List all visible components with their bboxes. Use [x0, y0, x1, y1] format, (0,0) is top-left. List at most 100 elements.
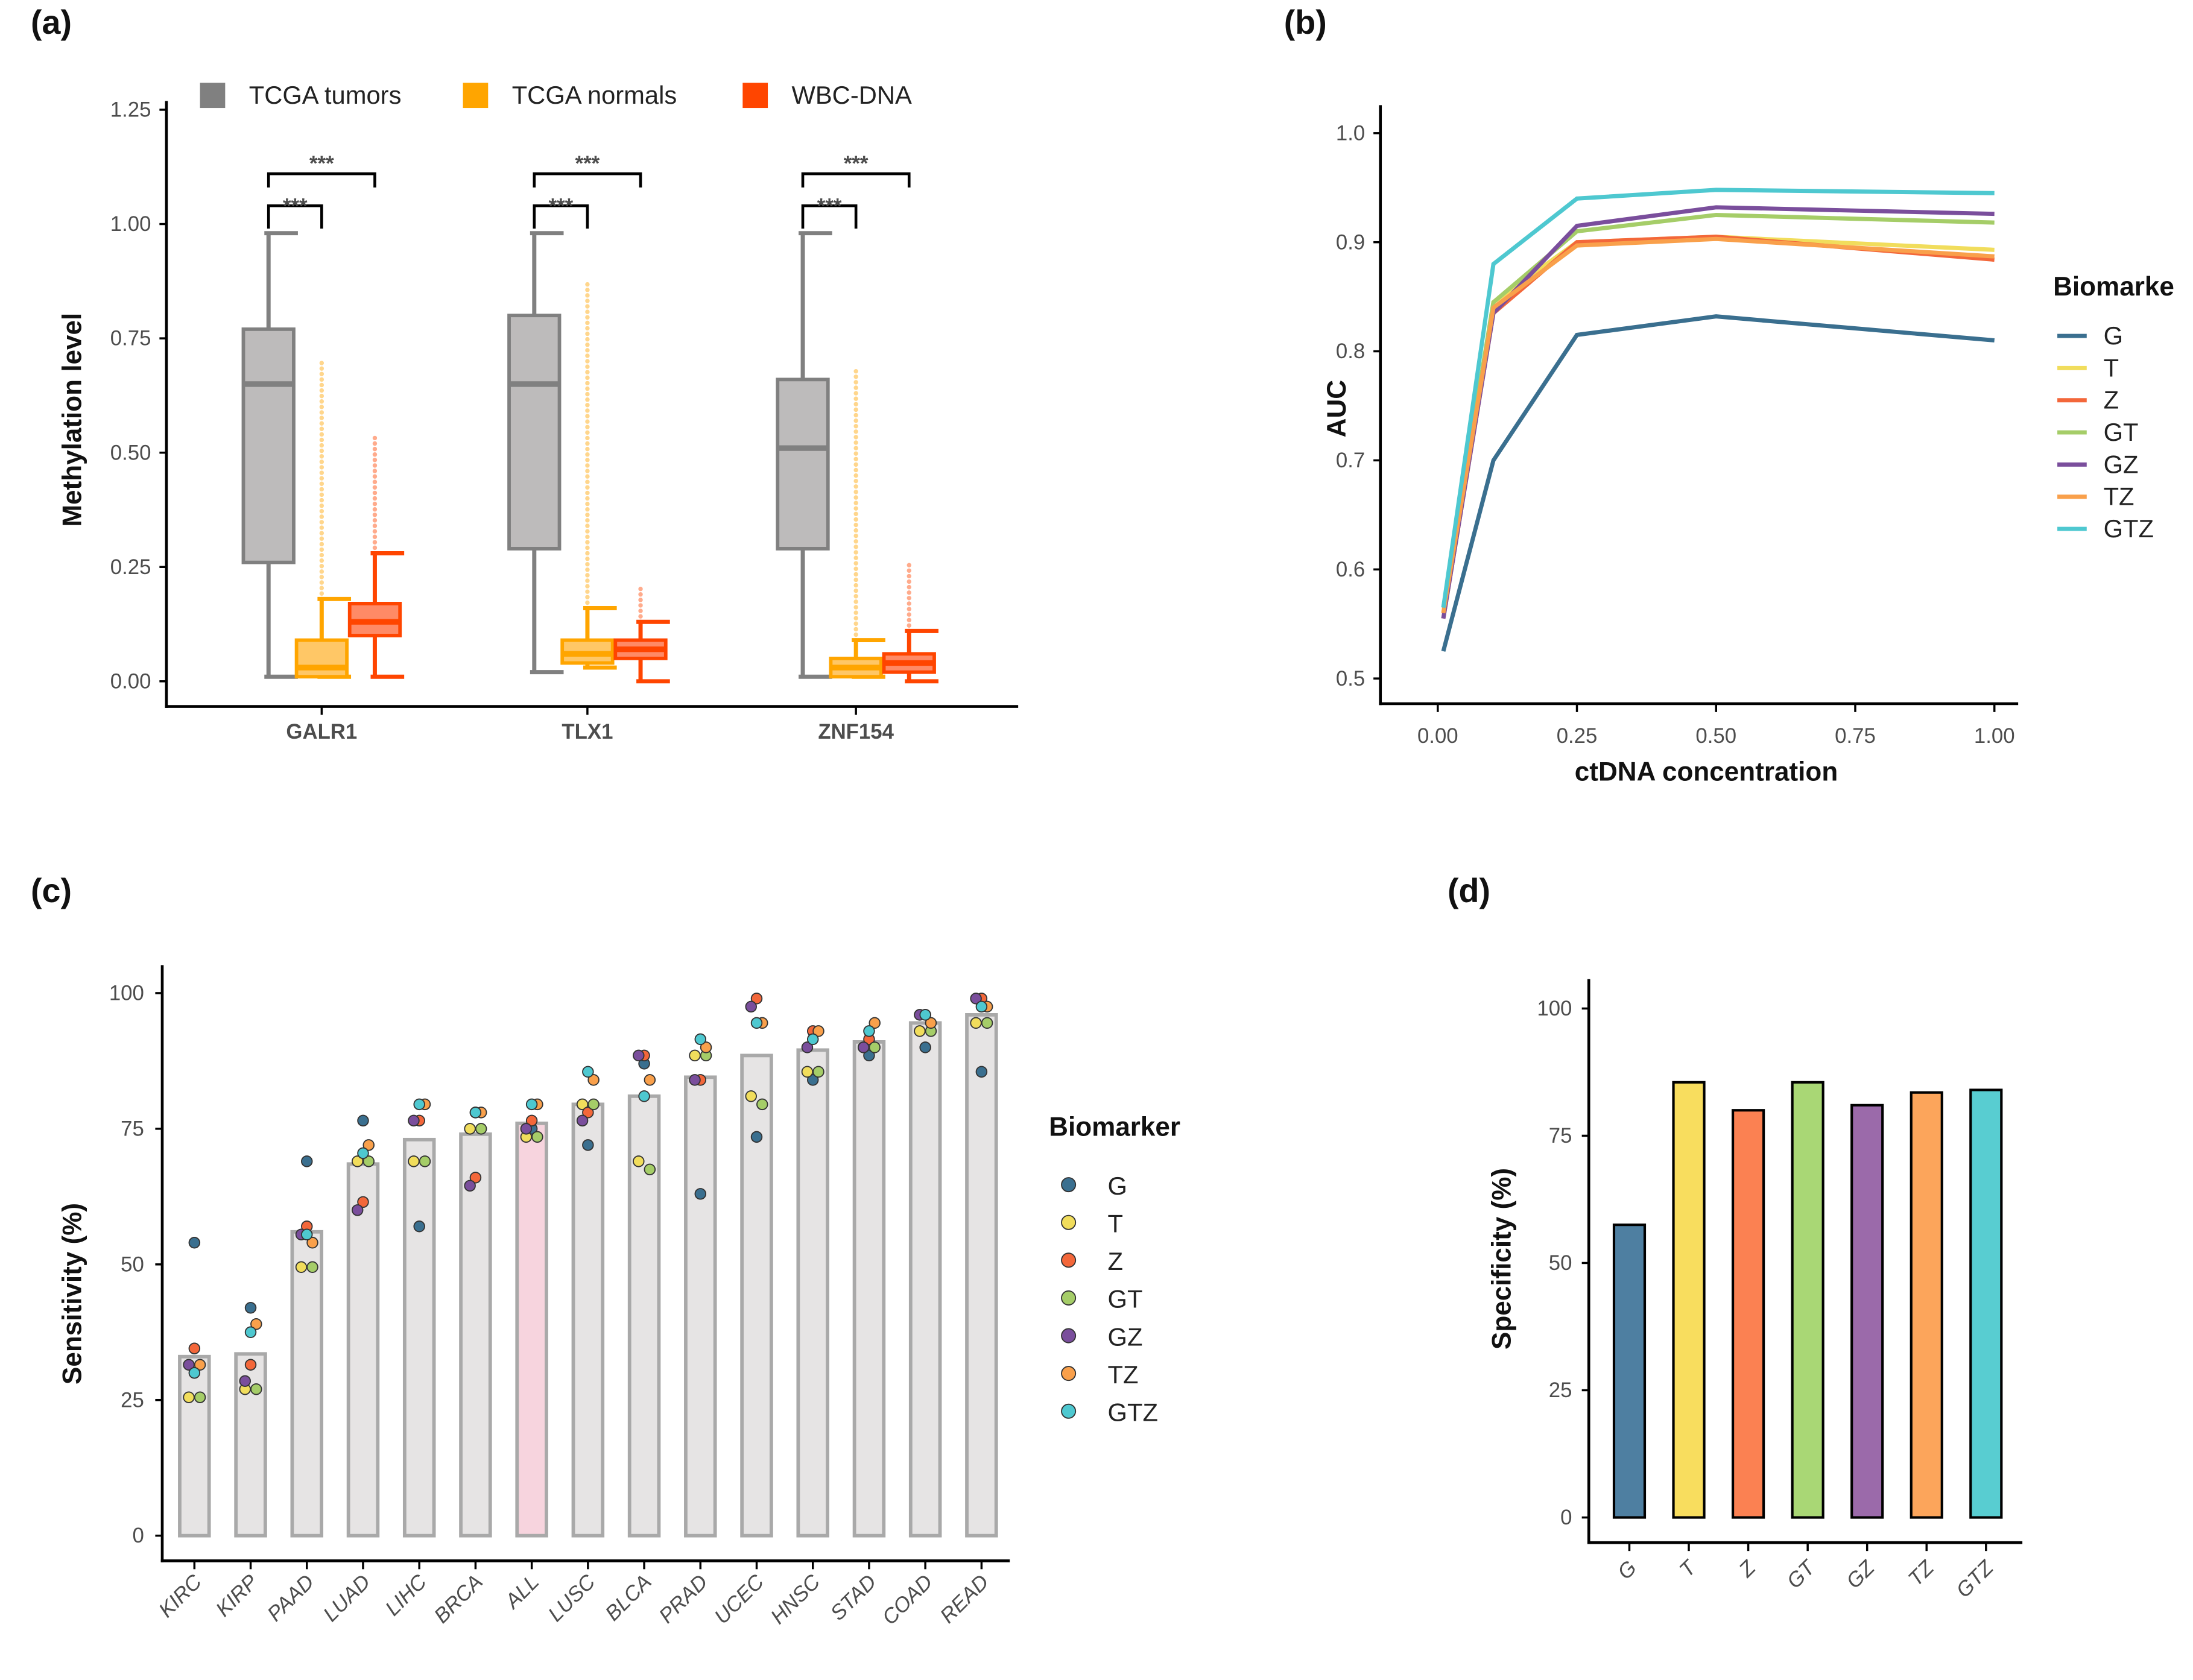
point-GZ [351, 1204, 364, 1216]
bar-UCEC [740, 1053, 773, 1538]
bar-PRAD [684, 1075, 717, 1538]
series-line-T [1441, 235, 1995, 614]
point-GTZ [582, 1066, 594, 1078]
point-GTZ [188, 1366, 201, 1379]
outlier-point [853, 467, 858, 473]
series-line-G [1441, 314, 1995, 652]
outlier-point [585, 496, 590, 501]
outlier-point [585, 595, 590, 599]
outlier-point [585, 315, 590, 320]
point-G [357, 1114, 369, 1127]
outlier-point [853, 446, 858, 450]
legend-swatch [463, 83, 489, 109]
point-T [745, 1090, 757, 1102]
x-tick-label: ZNF154 [818, 721, 894, 744]
y-tick-label: 100 [109, 982, 144, 1005]
point-T [351, 1155, 364, 1167]
outlier-point [853, 572, 858, 577]
outlier-point [372, 490, 378, 496]
significance-stars: *** [309, 153, 334, 175]
box [507, 314, 562, 551]
outlier-point [319, 454, 324, 459]
outlier-point [319, 371, 324, 376]
x-tick-label: 0.50 [1695, 725, 1736, 748]
outlier-point [372, 507, 378, 512]
outlier-point [853, 501, 858, 505]
box [241, 327, 296, 564]
outlier-point [585, 408, 590, 413]
x-tick-label: LUSC [544, 1570, 600, 1626]
outlier-point [853, 511, 858, 516]
outlier-point [319, 421, 324, 426]
outlier-point [853, 583, 858, 588]
point-Z [750, 993, 763, 1005]
point-GTZ [806, 1033, 819, 1046]
outlier-point [585, 370, 590, 374]
outlier-point [853, 528, 858, 533]
outlier-point [319, 432, 324, 437]
y-tick-label: 0.8 [1336, 340, 1365, 363]
outlier-point [319, 382, 324, 388]
outlier-point [372, 496, 378, 501]
x-tick-label: GTZ [1952, 1556, 1998, 1602]
x-tick-label: 0.25 [1557, 725, 1598, 748]
point-GT [194, 1391, 206, 1403]
outlier-point [585, 567, 590, 572]
x-tick-label: 0.75 [1835, 725, 1876, 748]
x-tick-label: KIRC [154, 1570, 206, 1622]
outlier-point [853, 478, 858, 484]
outlier-point [319, 459, 324, 464]
outlier-point [319, 487, 324, 492]
outlier-point [585, 348, 590, 353]
outlier-point [585, 452, 590, 457]
outlier-point [907, 573, 911, 579]
series-line-Z [1441, 235, 1995, 619]
point-TZ [869, 1017, 881, 1029]
outlier-point [853, 451, 858, 456]
outlier-point [853, 577, 858, 583]
outlier-point [585, 386, 590, 391]
x-tick-label: G [1613, 1556, 1641, 1584]
outlier-point [319, 366, 324, 371]
outlier-point [585, 556, 590, 561]
outlier-point [585, 397, 590, 402]
outlier-point [853, 490, 858, 494]
outlier-point [853, 632, 858, 637]
point-T [576, 1098, 589, 1111]
point-T [633, 1155, 645, 1167]
bar-BRCA [459, 1132, 492, 1538]
outlier-point [853, 391, 858, 396]
outlier-point [907, 601, 911, 606]
outlier-point [585, 523, 590, 528]
outlier-point [585, 573, 590, 578]
outlier-point [319, 586, 324, 590]
outlier-point [372, 469, 378, 473]
point-G [863, 1049, 875, 1062]
outlier-point [853, 440, 858, 445]
legend-key [1061, 1328, 1077, 1344]
outlier-point [907, 617, 911, 622]
point-GZ [857, 1041, 870, 1053]
outlier-point [585, 441, 590, 446]
legend-key [1061, 1403, 1077, 1419]
point-T [689, 1049, 701, 1062]
outlier-point [319, 410, 324, 415]
series-line-TZ [1441, 236, 1995, 614]
significance-bracket [267, 204, 323, 229]
outlier-point [372, 518, 378, 523]
outlier-point [372, 474, 378, 479]
outlier-point [319, 388, 324, 393]
x-tick-label: Z [1735, 1556, 1761, 1582]
point-GTZ [413, 1098, 425, 1111]
legend-label: T [1108, 1209, 1123, 1237]
outlier-point [319, 497, 324, 503]
outlier-point [853, 610, 858, 615]
point-G [919, 1041, 931, 1053]
point-G [244, 1302, 257, 1314]
y-tick-label: 1.25 [110, 99, 151, 122]
point-GTZ [750, 1017, 763, 1029]
bar-HNSC [796, 1048, 829, 1538]
legend-label: G [1108, 1172, 1127, 1200]
legend-label: T [2104, 353, 2119, 382]
outlier-point [585, 381, 590, 386]
